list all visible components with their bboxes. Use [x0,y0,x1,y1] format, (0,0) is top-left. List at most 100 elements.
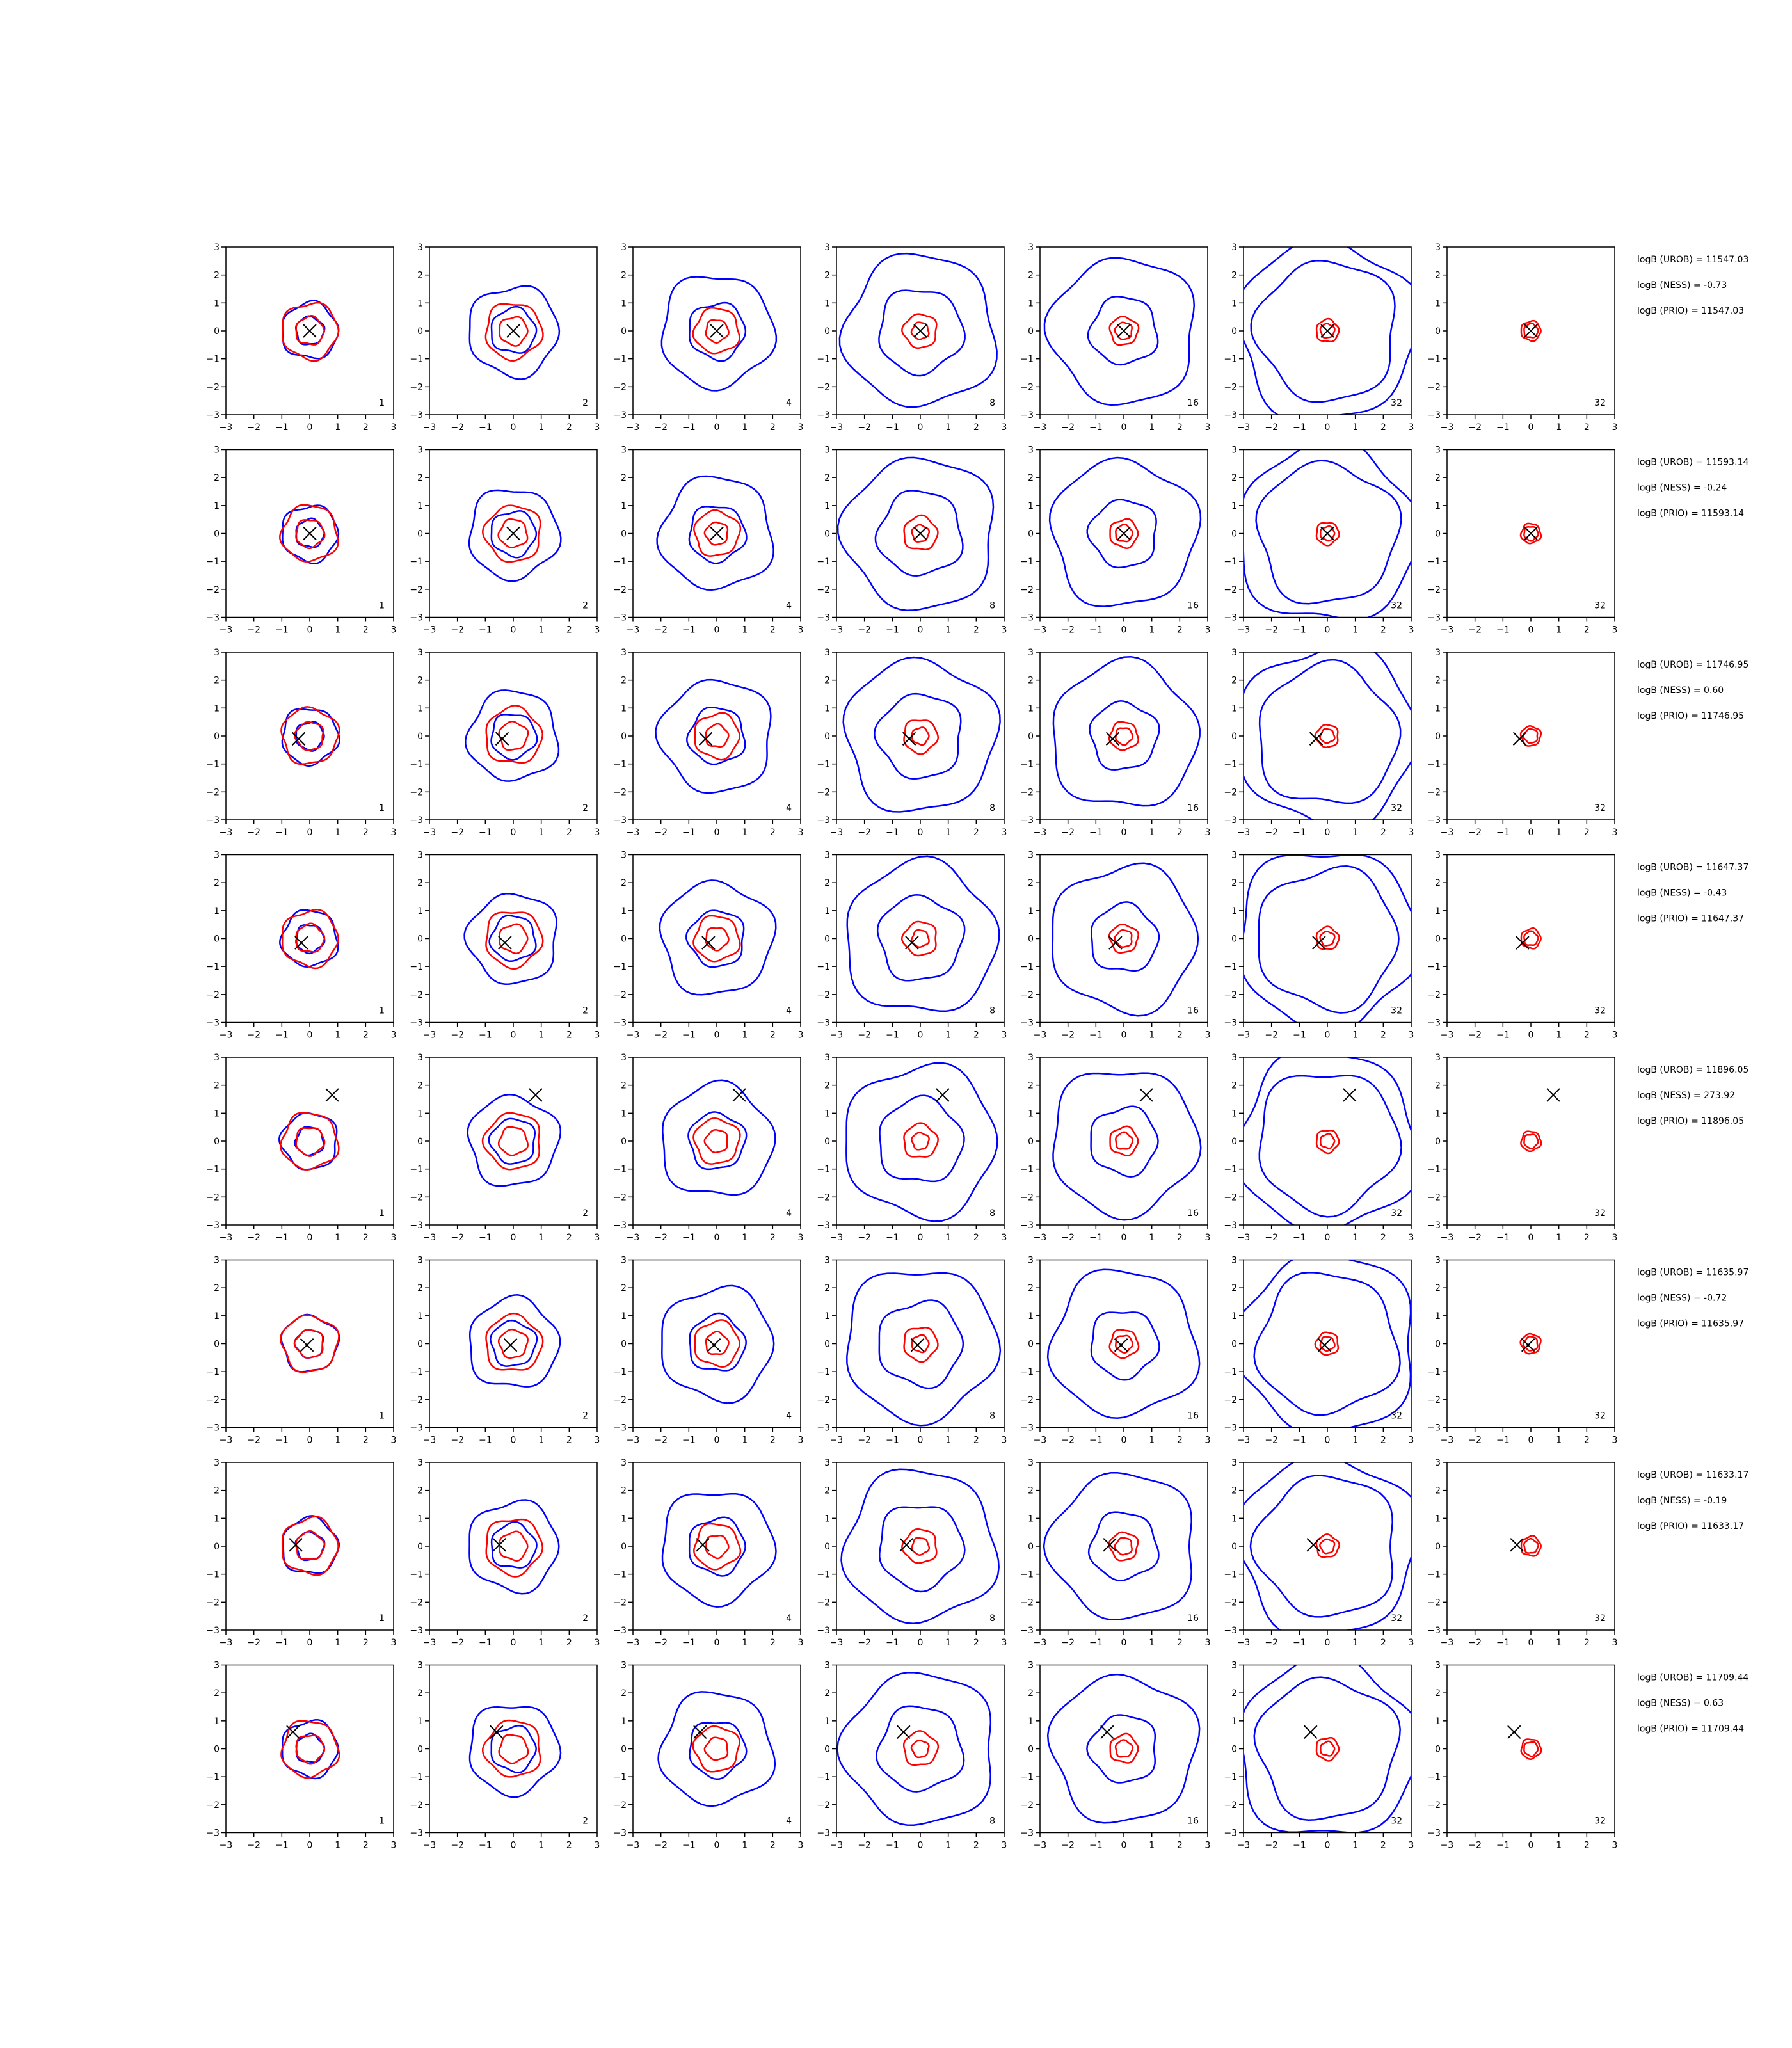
outer-contour [1087,1511,1160,1581]
y-tick-label: −1 [1224,760,1237,770]
x-tick-label: 2 [973,1436,979,1446]
x-tick-label: 3 [798,1233,804,1243]
x-tick-label: −1 [1496,625,1510,636]
y-tick-label: 3 [417,445,423,456]
inner-contour [1320,1740,1336,1757]
y-tick-label: 0 [824,326,830,337]
x-tick-label: 3 [1205,1638,1211,1648]
contours [846,1272,1002,1427]
y-tick-label: 0 [621,1137,627,1147]
y-tick-label: 1 [417,501,423,511]
axes-frame [225,1664,394,1834]
y-tick-label: 2 [417,1081,423,1091]
inner-contour [1108,721,1139,751]
x-tick-label: 2 [1380,1030,1386,1041]
inner-contour [1315,522,1340,547]
y-tick-label: 1 [1028,298,1034,308]
outer-contour [655,678,772,794]
inner-contour [1522,728,1539,744]
inner-contour [1519,522,1542,545]
y-tick-label: 1 [1435,1108,1441,1119]
contours [655,678,772,794]
x-tick-label: 2 [1177,1841,1183,1851]
panel: −3 −2 −1 0 1 2 3 −3 −2 −1 0 1 2 3 32 [1224,243,1414,433]
y-tick-label: −1 [206,557,220,567]
x-tick-label: −2 [1468,1030,1482,1041]
inner-contour [1115,523,1133,543]
annotation: logB (PRIO) = 11547.03 [1637,306,1744,316]
y-tick-label: 1 [1231,1311,1237,1322]
y-tick-label: −2 [410,1597,423,1608]
panel: −3 −2 −1 0 1 2 3 −3 −2 −1 0 1 2 3 1 [206,648,396,838]
x-tick-label: 0 [714,1436,720,1446]
x-tick-label: −3 [627,625,640,636]
axes-frame [1446,652,1615,820]
x-tick-label: −1 [682,625,696,636]
x-tick-label: −2 [654,828,668,838]
x-tick-label: −3 [1237,1841,1251,1851]
y-tick-label: −3 [817,1626,830,1636]
y-tick-label: 3 [1231,648,1237,658]
inner-contour [911,1132,930,1151]
x-tick-label: 0 [1121,1030,1127,1041]
outer-contour [463,892,557,985]
x-tick-label: 1 [1556,1638,1562,1648]
x-tick-label: 2 [770,625,776,636]
y-tick-label: 3 [1435,1458,1441,1468]
y-tick-label: 0 [417,934,423,945]
y-tick-label: −3 [613,1626,627,1636]
x-tick-label: 1 [1149,1436,1155,1446]
y-tick-label: 2 [824,1081,830,1091]
x-tick-label: −1 [682,828,696,838]
y-tick-label: 0 [1435,1542,1441,1552]
y-tick-label: −3 [613,1423,627,1434]
x-tick-label: 0 [714,422,720,433]
outer-contour [1090,1105,1159,1178]
y-tick-label: −1 [1224,1165,1237,1175]
inner-contour [692,1725,740,1773]
y-tick-label: 1 [417,1514,423,1524]
y-tick-label: −1 [1427,557,1441,567]
x-tick-label: 1 [1149,1638,1155,1648]
contours [661,1492,777,1608]
y-tick-label: 1 [1231,1108,1237,1119]
y-tick-label: −2 [1020,1192,1034,1203]
axes-frame [1039,1462,1208,1631]
y-tick-label: −1 [1224,1772,1237,1782]
annotation: logB (PRIO) = 11896.05 [1637,1116,1744,1126]
panel-label: 4 [786,1816,792,1827]
x-tick-label: −1 [1293,1436,1306,1446]
outer-contour [1253,1271,1401,1416]
x-tick-label: −1 [682,422,696,433]
annotation: logB (PRIO) = 11635.97 [1637,1319,1744,1329]
y-tick-label: 1 [621,1311,627,1322]
y-tick-label: 3 [824,1458,830,1468]
contours [846,855,1000,1012]
x-tick-label: 2 [1177,1030,1183,1041]
x-tick-label: −2 [451,828,464,838]
contours [845,1062,998,1222]
x-tick-label: −2 [858,1436,871,1446]
x-tick-label: 0 [714,828,720,838]
x-tick-label: −1 [479,625,492,636]
x-tick-label: −1 [1293,625,1306,636]
panel: −3 −2 −1 0 1 2 3 −3 −2 −1 0 1 2 3 1 [206,1256,396,1446]
axes-frame [429,854,598,1023]
x-tick-label: 1 [1149,422,1155,433]
x-tick-label: −2 [451,1436,464,1446]
marker [303,526,317,541]
y-tick-label: −1 [410,1570,423,1580]
marker [693,1725,707,1740]
inner-contour [499,316,529,347]
y-tick-label: 1 [1435,1514,1441,1524]
panel-label: 2 [582,1006,588,1016]
y-tick-label: 1 [824,298,830,308]
inner-contour [1314,1331,1340,1356]
x-tick-label: 2 [770,828,776,838]
x-tick-label: 0 [1325,1638,1331,1648]
contours [1244,652,1411,820]
outer-contour [465,689,560,782]
x-tick-label: −3 [220,828,233,838]
marker [300,1338,314,1352]
marker [696,1538,710,1552]
